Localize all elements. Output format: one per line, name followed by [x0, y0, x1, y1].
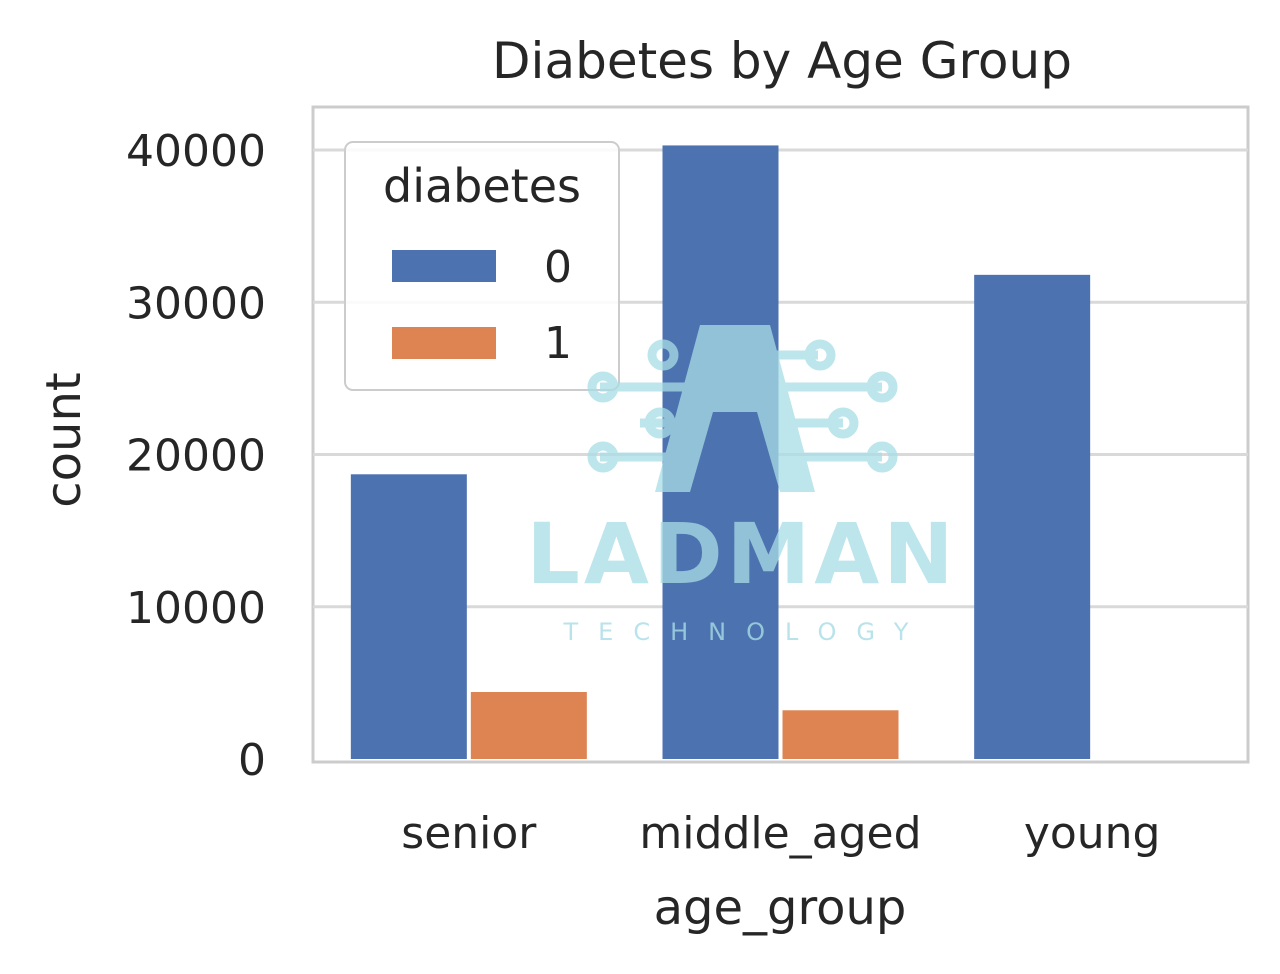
- y-tick-label: 20000: [126, 431, 266, 482]
- x-tick-label: senior: [401, 808, 537, 859]
- x-axis-ticks: senior middle_aged young: [401, 808, 1160, 859]
- x-tick-label: young: [1024, 808, 1161, 859]
- y-tick-label: 30000: [126, 278, 266, 329]
- chart-title: Diabetes by Age Group: [492, 32, 1072, 90]
- legend-swatch-0: [392, 250, 496, 282]
- y-tick-label: 0: [238, 735, 266, 786]
- x-tick-label: middle_aged: [639, 808, 921, 859]
- bar-young-diabetes-0: [974, 274, 1091, 759]
- circuit-a-logo-icon: [587, 325, 898, 492]
- legend-swatch-1: [392, 327, 496, 359]
- y-tick-label: 10000: [126, 583, 266, 634]
- watermark-subtext: TECHNOLOGY: [563, 618, 929, 646]
- legend-title: diabetes: [383, 159, 581, 213]
- y-axis-title: count: [36, 372, 92, 507]
- legend-label-1: 1: [544, 318, 572, 369]
- y-axis-ticks: 0 10000 20000 30000 40000: [126, 126, 266, 786]
- legend: diabetes 0 1: [344, 141, 620, 391]
- bar-senior-diabetes-0: [350, 474, 467, 759]
- legend-label-0: 0: [544, 242, 572, 293]
- bar-middle_aged-diabetes-1: [782, 710, 899, 759]
- x-axis-title: age_group: [654, 880, 907, 936]
- bar-senior-diabetes-1: [470, 692, 587, 759]
- watermark-text: LADMAN: [526, 505, 957, 603]
- bars: [350, 145, 1091, 759]
- y-tick-label: 40000: [126, 126, 266, 177]
- watermark: LADMAN TECHNOLOGY: [526, 325, 957, 646]
